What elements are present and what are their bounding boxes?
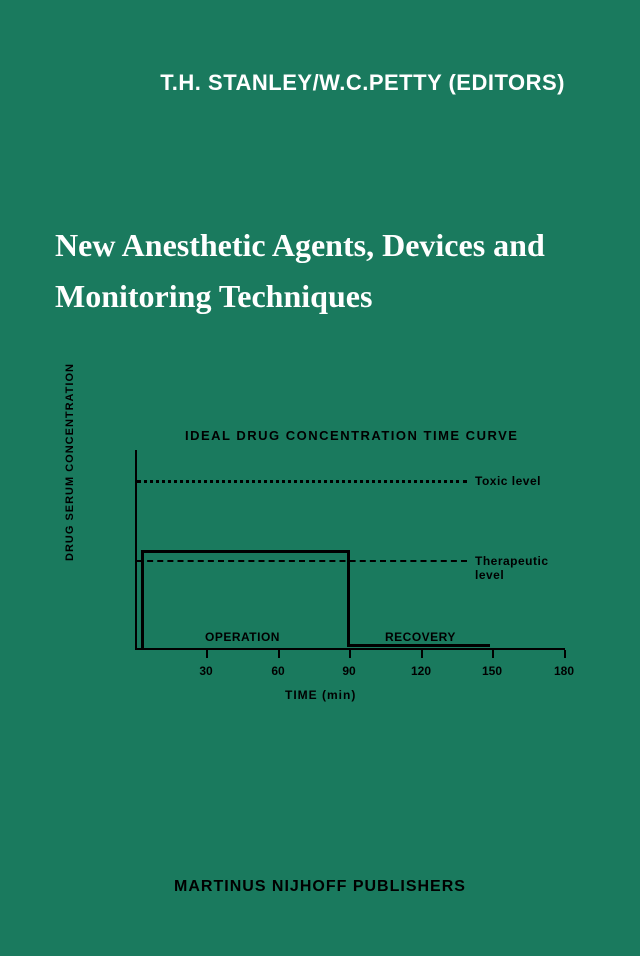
therapeutic-level-line	[137, 560, 467, 562]
x-tick	[421, 650, 423, 658]
chart-title: IDEAL DRUG CONCENTRATION TIME CURVE	[185, 428, 518, 443]
x-tick	[278, 650, 280, 658]
book-title: New Anesthetic Agents, Devices and Monit…	[55, 220, 585, 322]
toxic-label: Toxic level	[475, 474, 541, 488]
editors-line: T.H. STANLEY/W.C.PETTY (EDITORS)	[160, 70, 565, 96]
plot-area: Toxic level Therapeutic level OPERATION …	[135, 450, 565, 650]
x-tick-label: 60	[271, 664, 284, 678]
toxic-level-line	[137, 480, 467, 483]
curve-plateau	[141, 550, 349, 553]
publisher-line: MARTINUS NIJHOFF PUBLISHERS	[0, 878, 640, 896]
x-tick	[349, 650, 351, 658]
x-axis-label: TIME (min)	[285, 688, 356, 702]
curve-tail	[347, 644, 490, 647]
recovery-label: RECOVERY	[385, 630, 456, 644]
x-tick	[492, 650, 494, 658]
y-axis-label: DRUG SERUM CONCENTRATION	[64, 363, 76, 561]
x-tick-label: 30	[199, 664, 212, 678]
x-tick-label: 180	[554, 664, 574, 678]
curve-fall	[347, 550, 350, 646]
curve-rise	[141, 550, 144, 650]
x-tick-label: 120	[411, 664, 431, 678]
x-tick	[206, 650, 208, 658]
concentration-chart: IDEAL DRUG CONCENTRATION TIME CURVE DRUG…	[75, 420, 575, 710]
x-tick-label: 150	[482, 664, 502, 678]
x-tick	[564, 650, 566, 658]
therapeutic-label: Therapeutic level	[475, 554, 565, 582]
x-tick-label: 90	[342, 664, 355, 678]
operation-label: OPERATION	[205, 630, 280, 644]
